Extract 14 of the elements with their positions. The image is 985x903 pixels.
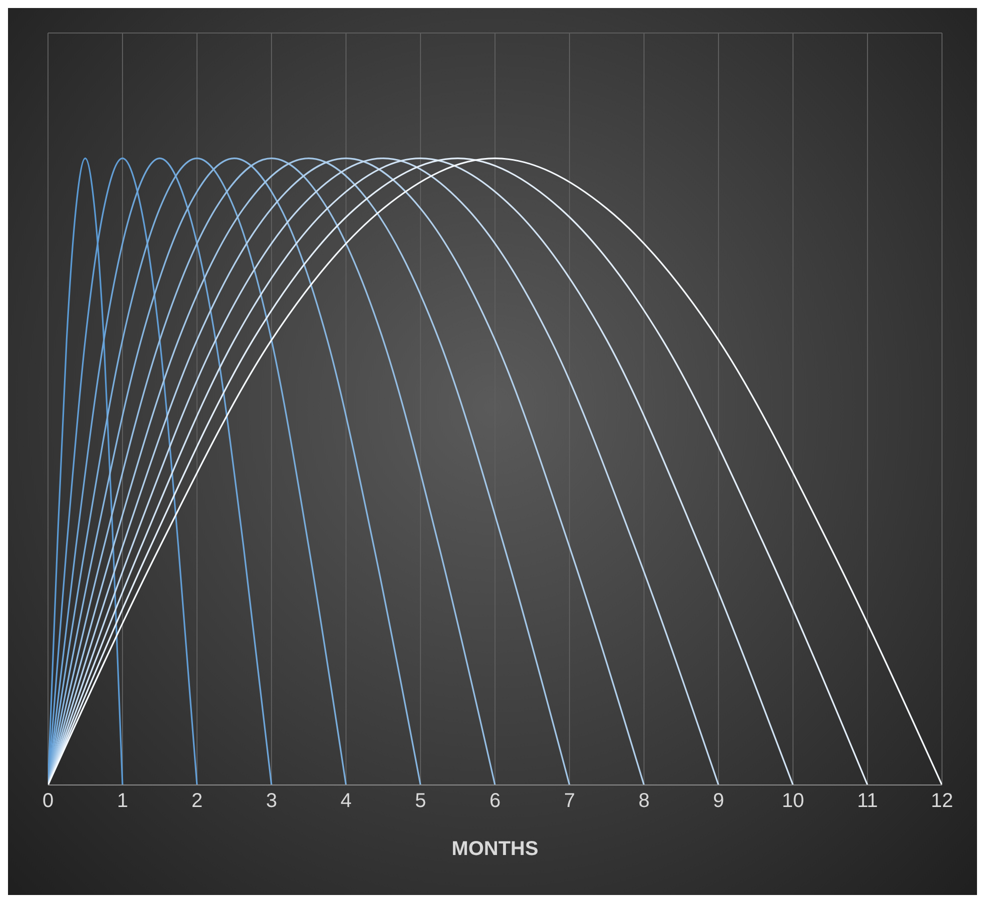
x-tick-label: 12 — [930, 790, 954, 812]
x-tick-label: 8 — [638, 790, 650, 812]
x-tick-label: 0 — [42, 790, 54, 812]
x-tick-label: 11 — [857, 790, 878, 812]
x-tick-label: 9 — [712, 790, 724, 812]
x-tick-label: 4 — [340, 790, 352, 812]
x-tick-label: 3 — [266, 790, 278, 812]
x-tick-label: 7 — [564, 790, 576, 812]
x-tick-label: 6 — [489, 790, 501, 812]
x-tick-label: 5 — [414, 790, 426, 812]
x-tick-label: 2 — [191, 790, 203, 812]
x-axis-title: MONTHS — [452, 838, 538, 860]
x-tick-label: 10 — [782, 790, 804, 812]
x-tick-label: 1 — [116, 790, 128, 812]
